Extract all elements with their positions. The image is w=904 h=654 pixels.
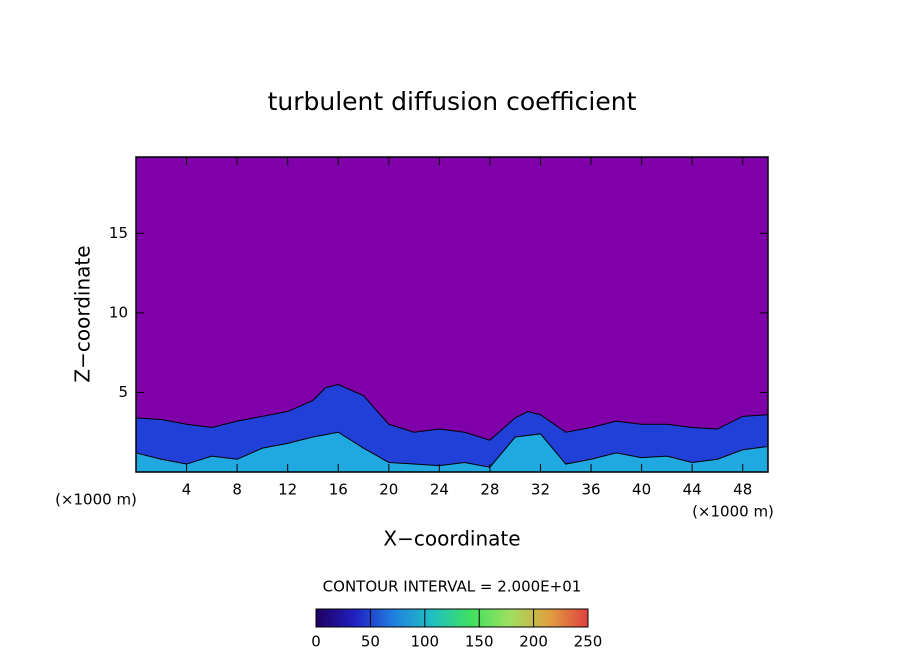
- plot-background: [136, 157, 768, 472]
- x-tick-label: 40: [632, 481, 651, 499]
- y-tick-label: 10: [109, 303, 128, 321]
- x-tick-label: 28: [480, 481, 499, 499]
- colorbar-tick-label: 100: [410, 633, 439, 651]
- x-tick-label: 8: [232, 481, 242, 499]
- chart-title: turbulent diffusion coefficient: [268, 87, 637, 116]
- plot-frame: [135, 156, 769, 473]
- x-tick-label: 24: [430, 481, 449, 499]
- y-unit: (×1000 m): [55, 491, 137, 509]
- colorbar: [315, 608, 589, 628]
- x-axis-label: X−coordinate: [383, 527, 520, 551]
- y-tick-label: 15: [109, 224, 128, 242]
- field: [136, 383, 768, 472]
- x-tick-label: 32: [531, 481, 550, 499]
- x-tick-label: 36: [581, 481, 600, 499]
- x-tick-label: 48: [733, 481, 752, 499]
- colorbar-tick-label: 250: [574, 633, 603, 651]
- x-tick-label: 44: [683, 481, 702, 499]
- x-tick-label: 16: [329, 481, 348, 499]
- colorbar-tick-label: 0: [311, 633, 321, 651]
- colorbar-tick-label: 150: [465, 633, 494, 651]
- contour-interval: CONTOUR INTERVAL = 2.000E+01: [323, 578, 582, 596]
- contour-region: [136, 431, 768, 472]
- x-tick-label: 12: [278, 481, 297, 499]
- colorbar-tick-label: 200: [519, 633, 548, 651]
- x-tick-label: 4: [182, 481, 192, 499]
- y-axis-label: Z−coordinate: [71, 245, 95, 382]
- x-unit: (×1000 m): [692, 503, 774, 521]
- x-tick-label: 20: [379, 481, 398, 499]
- y-tick-label: 5: [118, 383, 128, 401]
- colorbar-tick-label: 50: [361, 633, 380, 651]
